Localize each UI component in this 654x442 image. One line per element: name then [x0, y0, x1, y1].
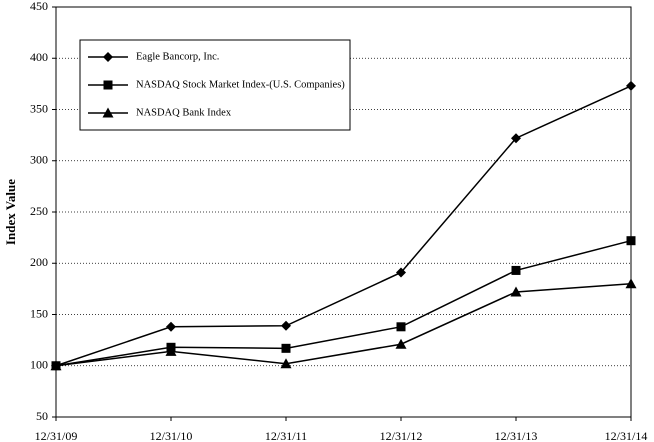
marker	[511, 133, 521, 144]
y-tick-label: 350	[30, 101, 48, 115]
y-tick-label: 150	[30, 306, 48, 320]
marker	[281, 343, 291, 353]
marker	[626, 80, 636, 91]
series-line	[55, 239, 632, 367]
y-axis-label: Index Value	[3, 179, 18, 245]
y-tick-label: 200	[30, 255, 48, 269]
marker	[626, 236, 636, 246]
plot-frame	[55, 6, 632, 418]
legend-label: Eagle Bancorp, Inc.	[136, 51, 219, 62]
series-line	[55, 85, 632, 367]
marker	[396, 322, 406, 332]
marker	[281, 320, 291, 331]
x-tick-label: 12/31/11	[265, 429, 307, 442]
x-tick-label: 12/31/10	[150, 429, 193, 442]
marker	[625, 278, 637, 289]
marker	[50, 360, 62, 371]
marker	[165, 345, 177, 356]
marker	[102, 107, 114, 118]
y-tick-label: 300	[30, 153, 48, 167]
marker	[510, 286, 522, 297]
marker	[166, 321, 176, 332]
x-tick-label: 12/31/09	[35, 429, 78, 442]
y-tick-label: 400	[30, 50, 48, 64]
legend-label: NASDAQ Stock Market Index-(U.S. Companie…	[136, 79, 345, 90]
marker	[280, 358, 292, 369]
y-tick-label: 100	[30, 358, 48, 372]
marker	[396, 267, 406, 278]
x-tick-label: 12/31/14	[605, 429, 648, 442]
marker	[103, 80, 113, 90]
marker	[395, 338, 407, 349]
y-tick-label: 450	[30, 0, 48, 13]
x-tick-label: 12/31/12	[380, 429, 423, 442]
legend-label: NASDAQ Bank Index	[136, 107, 232, 118]
marker	[103, 52, 113, 62]
marker	[511, 265, 521, 275]
y-tick-label: 50	[36, 409, 48, 423]
series-line	[55, 283, 632, 367]
x-tick-label: 12/31/13	[495, 429, 538, 442]
y-tick-label: 250	[30, 204, 48, 218]
